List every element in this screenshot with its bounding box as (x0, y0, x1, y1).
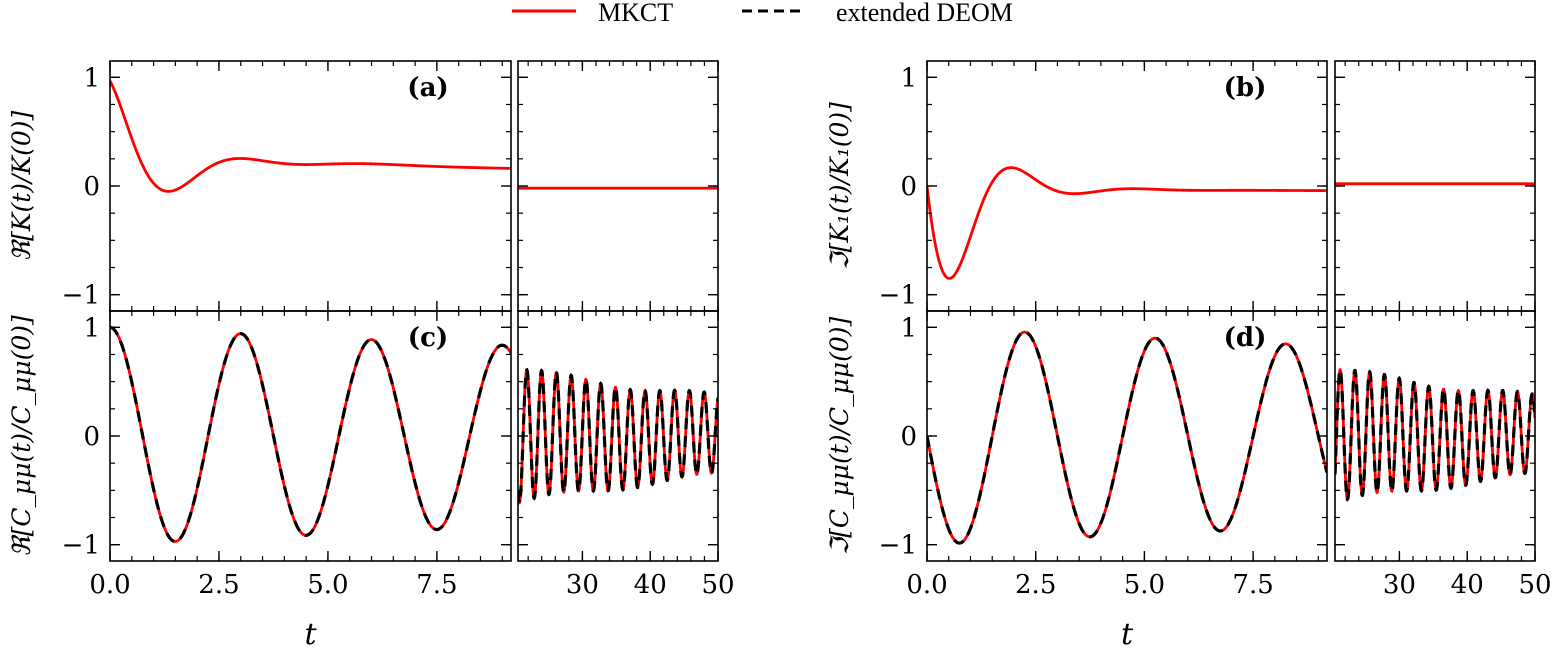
axes-frame-right-b (1334, 60, 1536, 312)
y-tick-label-a-0: −1 (62, 281, 100, 311)
y-tick-label-d-1: 0 (900, 422, 917, 452)
x-tick-label-left-d-1: 2.5 (1015, 570, 1056, 600)
y-tick-label-d-2: 1 (900, 313, 917, 343)
y-axis-label-a: ℜ[K(t)/K(0)] (7, 110, 36, 261)
series-d-mkct-left (927, 330, 1327, 545)
x-tick-label-right-c-2: 50 (701, 570, 734, 600)
x-tick-label-right-d-1: 40 (1451, 570, 1484, 600)
y-tick-label-b-0: −1 (879, 281, 917, 311)
panel-a: −1 0 1 (a) ℜ[K(t)/K(0)] (7, 60, 719, 312)
y-tick-label-b-1: 0 (900, 172, 917, 202)
x-tick-label-right-d-2: 50 (1518, 570, 1551, 600)
axes-frame-left-a (109, 60, 512, 312)
panel-label-d: (d) (1224, 323, 1267, 353)
x-tick-label-left-c-3: 7.5 (416, 570, 457, 600)
series-d-deom-right (1335, 367, 1535, 502)
x-axis-label-c: t (304, 617, 317, 652)
axes-frame-left-d (926, 310, 1328, 562)
series-a-mkct-left (110, 80, 511, 193)
x-tick-label-left-c-1: 2.5 (198, 570, 239, 600)
x-tick-label-right-c-1: 40 (634, 570, 667, 600)
panel-b: −1 0 1 (b) ℑ[K₁(t)/K₁(0)] (825, 60, 1536, 312)
x-tick-label-left-d-2: 5.0 (1124, 570, 1165, 600)
x-tick-label-right-c-0: 30 (566, 570, 599, 600)
x-tick-label-left-c-2: 5.0 (307, 570, 348, 600)
series-c-mkct-left (110, 325, 511, 543)
axes-frame-left-b (926, 60, 1328, 312)
y-tick-label-d-0: −1 (879, 531, 917, 561)
series-b-mkct-left (927, 166, 1327, 280)
series-c-deom-left (110, 325, 511, 544)
panel-label-a: (a) (407, 73, 448, 103)
x-tick-label-left-d-3: 7.5 (1232, 570, 1273, 600)
y-tick-label-a-1: 0 (83, 172, 100, 202)
y-axis-label-d: ℑ[C_μμ(t)/C_μμ(0)] (825, 316, 854, 555)
x-tick-label-left-c-0: 0.0 (89, 570, 130, 600)
x-tick-label-right-d-0: 30 (1383, 570, 1416, 600)
y-tick-label-b-2: 1 (900, 63, 917, 93)
x-tick-label-left-d-0: 0.0 (906, 570, 947, 600)
legend-label-1: MKCT (598, 0, 673, 27)
y-tick-label-c-2: 1 (83, 313, 100, 343)
panel-label-b: (b) (1224, 73, 1267, 103)
legend-label-2: extended DEOM (836, 0, 1013, 27)
series-c-deom-right (518, 367, 718, 505)
y-tick-label-c-0: −1 (62, 531, 100, 561)
panels: −1 0 1 (a) ℜ[K(t)/K(0)] −1 0 1 (b) ℑ[K₁(t)/K₁(0)]… (7, 60, 1552, 652)
legend: MKCT extended DEOM (512, 0, 1013, 27)
axes-frame-left-c (109, 310, 512, 562)
axes-frame-right-a (517, 60, 719, 312)
y-axis-label-b: ℑ[K₁(t)/K₁(0)] (825, 102, 854, 270)
y-tick-label-c-1: 0 (83, 422, 100, 452)
y-tick-label-a-2: 1 (83, 63, 100, 93)
panel-d: 0.0 2.5 5.0 7.5 30 40 50 −1 0 1 (d) ℑ[C_μμ(t)/C_μμ(… (825, 310, 1552, 652)
panel-label-c: (c) (408, 323, 448, 353)
series-d-deom-left (927, 330, 1327, 545)
x-axis-label-d: t (1121, 617, 1134, 652)
panel-c: 0.0 2.5 5.0 7.5 30 40 50 −1 0 1 (c) ℜ[C_μμ(t)/C_μμ(… (7, 310, 735, 652)
y-axis-label-c: ℜ[C_μμ(t)/C_μμ(0)] (7, 315, 36, 557)
